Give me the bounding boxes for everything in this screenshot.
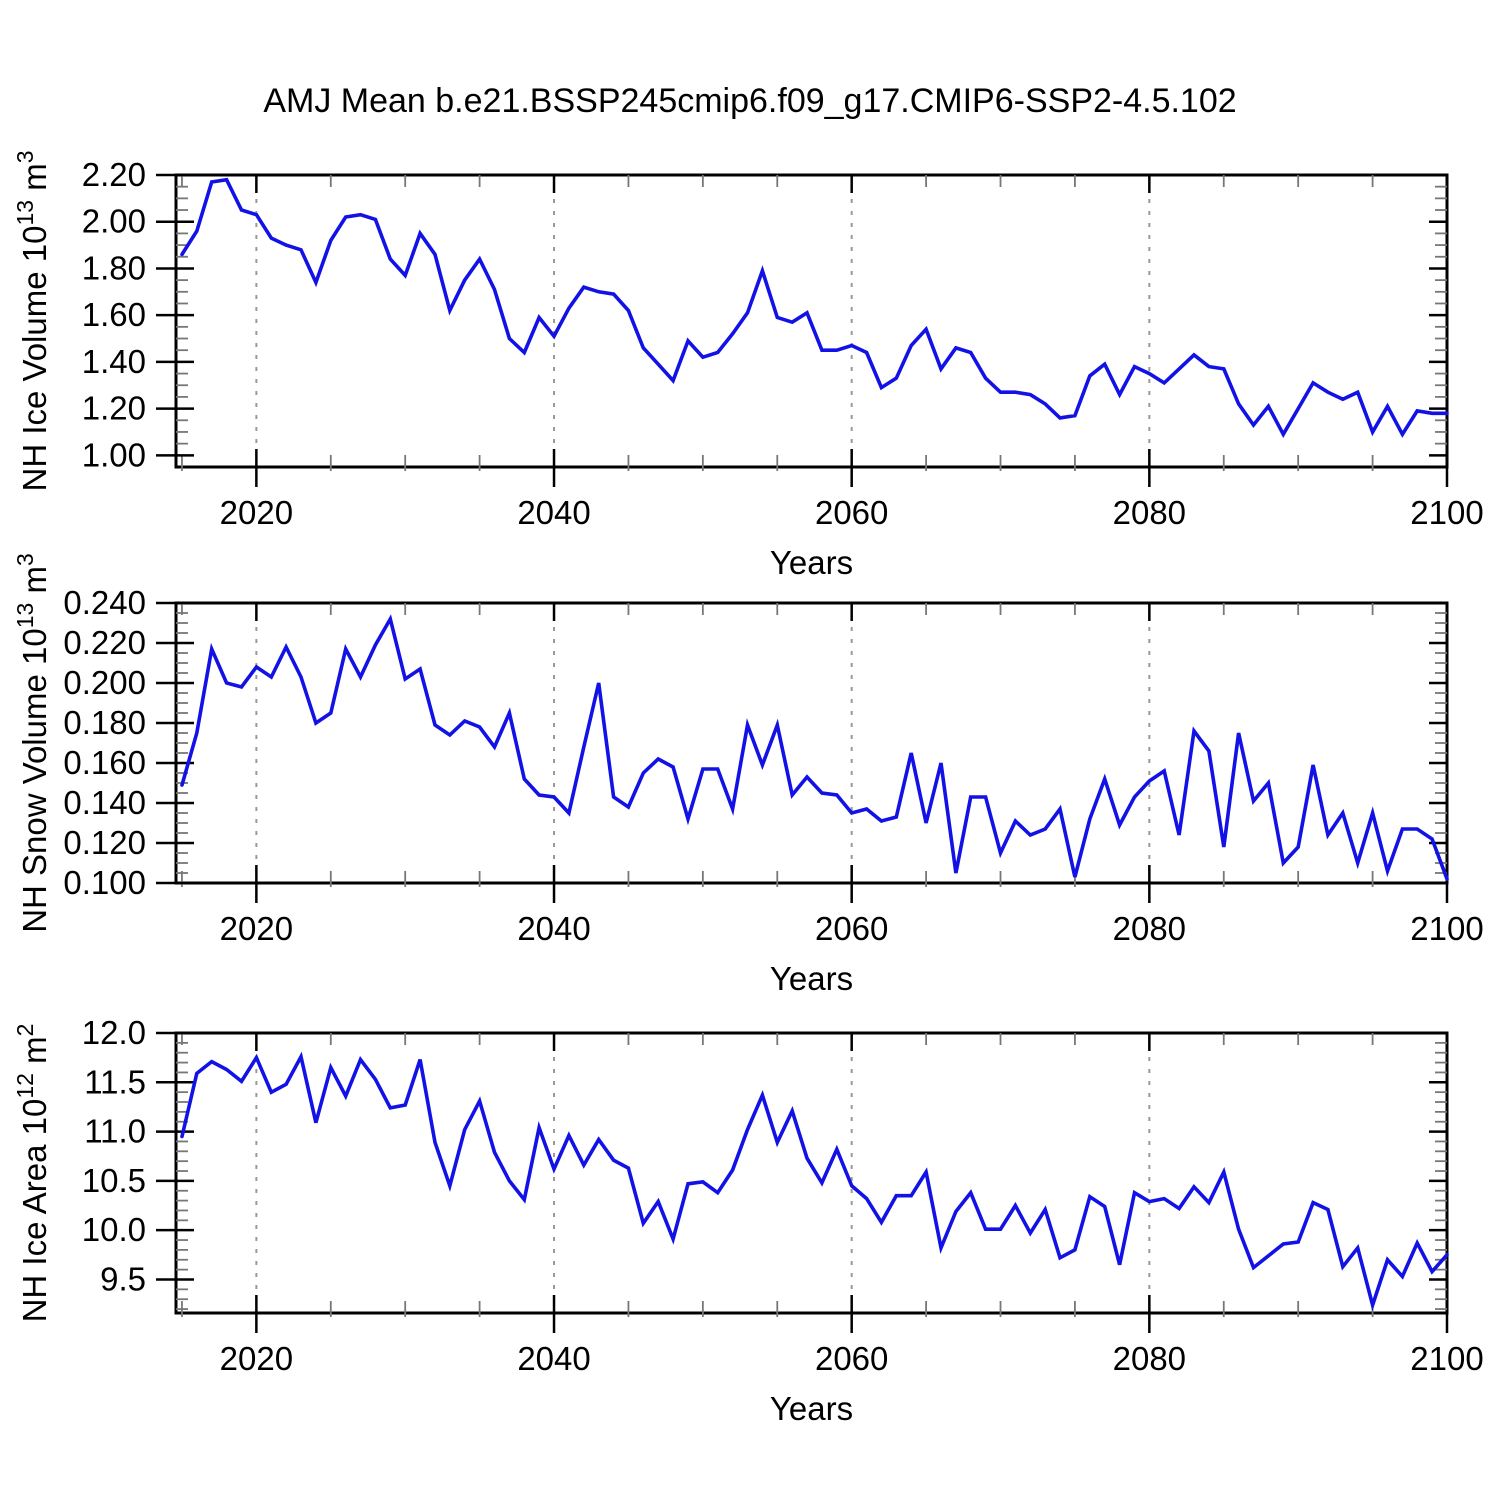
plot-frame: [174, 601, 1449, 885]
panel-nh-ice-volume: 2020 2040 2060 2080 2100 1.00 1.20 1.40 1.60 1.80…: [12, 150, 1484, 581]
y-axis-label: NH Snow Volume 1013 m3: [12, 553, 53, 933]
x-tick-label: 2040: [517, 1340, 590, 1377]
y-tick-label: 2.00: [82, 203, 146, 240]
x-tick-label: 2080: [1113, 910, 1186, 947]
x-tick-label: 2080: [1113, 494, 1186, 531]
x-tick-label: 2080: [1113, 1340, 1186, 1377]
x-tick-label: 2040: [517, 910, 590, 947]
nh-ice-volume-series-line: [180, 177, 1449, 439]
plot-frame: [174, 1031, 1449, 1315]
x-tick-label: 2100: [1410, 910, 1483, 947]
y-tick-label: 0.100: [63, 864, 146, 901]
y-tick-label: 10.0: [82, 1211, 146, 1248]
y-tick-label: 0.180: [63, 704, 146, 741]
y-tick-label: 2.20: [82, 156, 146, 193]
x-tick-label: 2020: [220, 1340, 293, 1377]
x-tick-label: 2100: [1410, 1340, 1483, 1377]
x-tick-label: 2060: [815, 910, 888, 947]
y-tick-label: 11.5: [84, 1063, 146, 1100]
x-tick-label: 2060: [815, 1340, 888, 1377]
y-axis-label: NH Ice Area 1012 m2: [12, 1024, 53, 1323]
y-tick-label: 10.5: [82, 1162, 146, 1199]
y-tick-label: 1.40: [82, 343, 146, 380]
y-tick-label: 0.120: [63, 824, 146, 861]
y-tick-label: 0.240: [63, 584, 146, 621]
nh-ice-area-series-line: [180, 1051, 1449, 1312]
y-tick-label: 0.200: [63, 664, 146, 701]
y-tick-label: 0.220: [63, 624, 146, 661]
chart-title: AMJ Mean b.e21.BSSP245cmip6.f09_g17.CMIP…: [263, 82, 1237, 120]
y-tick-label: 1.60: [82, 296, 146, 333]
x-axis-label: Years: [770, 1390, 853, 1427]
y-tick-label: 1.00: [82, 436, 146, 473]
panel-nh-ice-area: 2020 2040 2060 2080 2100 9.5 10.0 10.5 11.0 11.5 1…: [12, 1014, 1484, 1427]
plot-frame: [174, 173, 1449, 469]
x-tick-label: 2020: [220, 910, 293, 947]
panel-nh-snow-volume: 2020 2040 2060 2080 2100 0.1000.1200.1400.160…: [12, 553, 1484, 997]
y-axis-label: NH Ice Volume 1013 m3: [12, 150, 53, 491]
x-tick-label: 2060: [815, 494, 888, 531]
y-tick-label: 0.160: [63, 744, 146, 781]
x-tick-label: 2100: [1410, 494, 1483, 531]
x-axis-label: Years: [770, 960, 853, 997]
nh-snow-volume-series-line: [180, 614, 1449, 881]
y-tick-label: 1.80: [82, 249, 146, 286]
y-tick-label: 9.5: [100, 1260, 146, 1297]
y-tick-label: 11.0: [84, 1113, 146, 1150]
x-tick-label: 2040: [517, 494, 590, 531]
x-tick-label: 2020: [220, 494, 293, 531]
y-tick-label: 1.20: [82, 390, 146, 427]
y-tick-label: 12.0: [82, 1014, 146, 1051]
x-axis-label: Years: [770, 544, 853, 581]
y-tick-label: 0.140: [63, 784, 146, 821]
